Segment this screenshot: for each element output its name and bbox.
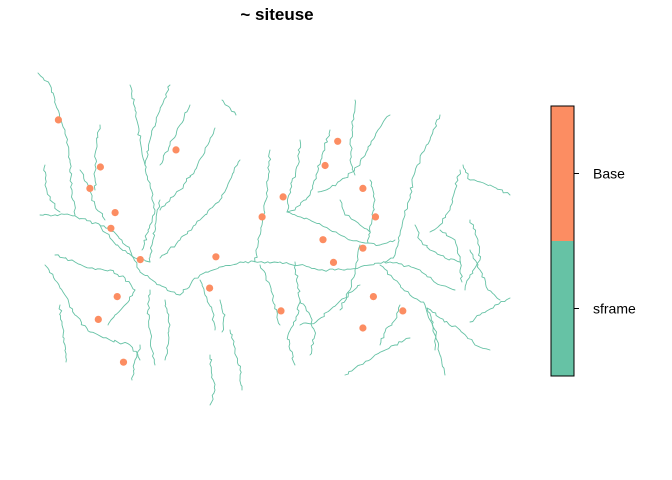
stream-segment [339, 199, 371, 233]
legend: Base sframe [550, 105, 636, 377]
stream-segment [426, 307, 491, 351]
stream-segment [93, 124, 101, 191]
data-point-base [113, 293, 121, 301]
data-point-base [172, 146, 180, 154]
data-point-base [136, 256, 144, 264]
stream-segment [39, 213, 281, 296]
data-point-base [86, 184, 94, 192]
data-point-base [369, 293, 377, 301]
stream-segment [44, 264, 141, 361]
data-point-base [277, 307, 285, 315]
stream-segment [379, 304, 401, 346]
data-point-base [279, 193, 287, 201]
data-point-base [206, 284, 214, 292]
data-point-base [119, 358, 128, 366]
stream-segment [259, 264, 281, 326]
stream-segment [79, 169, 106, 221]
stream-segment [379, 264, 437, 351]
stream-segment [146, 289, 156, 366]
stream-segment [339, 244, 361, 311]
stream-segment [464, 219, 482, 291]
site-points [54, 116, 407, 366]
stream-segment [131, 344, 141, 381]
stream-segment [219, 299, 226, 333]
stream-segment [164, 299, 171, 361]
stream-segment [299, 284, 361, 326]
data-point-base [96, 163, 104, 171]
legend-label-base: Base [593, 166, 625, 182]
stream-segment [159, 159, 241, 259]
stream-segment [439, 229, 463, 283]
stream-segment [414, 224, 461, 263]
data-point-base [329, 258, 338, 266]
stream-segment [462, 164, 511, 196]
data-point-base [258, 213, 266, 221]
data-point-base [359, 324, 367, 332]
stream-segment [107, 289, 136, 326]
stream-segment [144, 84, 171, 166]
stream-segment [129, 84, 156, 251]
data-point-base [334, 137, 342, 145]
stream-segment [37, 72, 76, 216]
data-point-base [212, 253, 220, 261]
stream-segment [469, 249, 501, 301]
stream-segment [426, 307, 446, 376]
data-point-base [371, 213, 380, 221]
stream-network [37, 72, 511, 406]
stream-segment [279, 261, 456, 291]
stream-segment [344, 337, 411, 376]
stream-segment [54, 254, 136, 291]
stream-segment [469, 297, 511, 323]
data-point-base [107, 224, 115, 232]
stream-segment [414, 114, 441, 173]
stream-segment [286, 261, 301, 366]
stream-segment [286, 129, 331, 213]
data-point-base [111, 209, 119, 217]
data-point-base [359, 184, 367, 192]
data-point-base [319, 236, 327, 244]
data-point-base [54, 116, 63, 124]
stream-segment [159, 104, 191, 166]
data-point-base [399, 307, 407, 315]
stream-segment [429, 169, 461, 233]
data-point-base [359, 244, 367, 252]
legend-swatch-base [551, 106, 574, 241]
stream-segment [209, 354, 216, 406]
stream-segment [221, 99, 237, 116]
stream-segment [317, 114, 391, 193]
stream-segment [349, 99, 356, 176]
data-point-base [321, 161, 329, 170]
chart-title: ~ siteuse [240, 5, 313, 24]
stream-segment [199, 279, 216, 331]
stream-segment [99, 224, 151, 263]
stream-segment [286, 139, 302, 213]
stream-segment [229, 329, 243, 391]
legend-swatch-sframe [551, 241, 574, 376]
legend-frame [550, 105, 575, 377]
stream-segment [286, 211, 396, 247]
stream-segment [159, 127, 216, 211]
stream-segment [367, 179, 376, 244]
legend-label-sframe: sframe [593, 301, 636, 317]
stream-segment [299, 299, 316, 356]
stream-segment [384, 171, 416, 263]
stream-segment [43, 164, 61, 213]
stream-segment [58, 304, 67, 363]
stream-segment [254, 149, 272, 263]
stream-segment [148, 199, 161, 263]
data-point-base [94, 315, 102, 323]
